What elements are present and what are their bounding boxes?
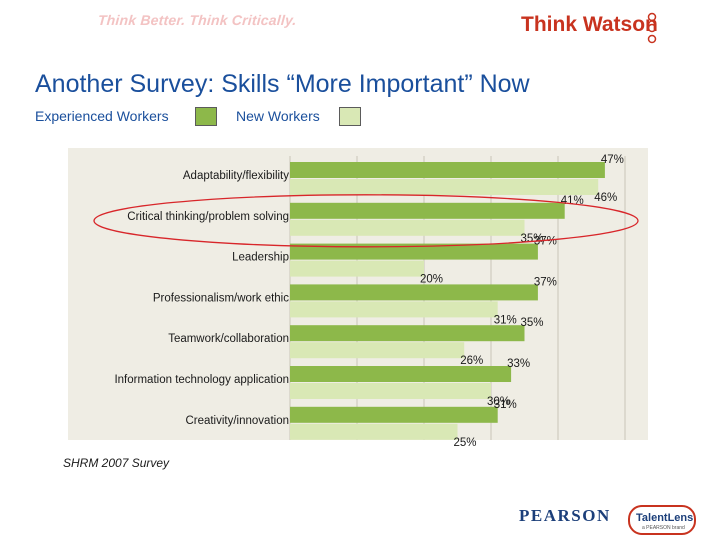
header-band: Think Better. Think Critically. Think Wa… bbox=[0, 0, 728, 62]
value-label-new: 31% bbox=[494, 314, 517, 326]
bar-experienced bbox=[290, 162, 605, 178]
legend-label-experienced: Experienced Workers bbox=[35, 108, 169, 124]
bar-new bbox=[290, 179, 599, 195]
brand-mark-icon bbox=[647, 12, 657, 44]
bar-experienced bbox=[290, 366, 512, 382]
legend-swatch-new bbox=[339, 107, 361, 126]
value-label-new: 26% bbox=[460, 355, 483, 367]
bar-experienced bbox=[290, 284, 538, 301]
value-label-new: 25% bbox=[454, 437, 477, 449]
bar-experienced bbox=[290, 202, 565, 219]
bar-new bbox=[290, 423, 458, 440]
value-label-experienced: 31% bbox=[494, 399, 517, 411]
value-label-new: 30% bbox=[487, 396, 510, 408]
bar-new bbox=[290, 342, 465, 359]
bar-experienced bbox=[290, 406, 498, 423]
source-note: SHRM 2007 Survey bbox=[63, 456, 170, 470]
value-label-experienced: 35% bbox=[521, 317, 544, 329]
bar-new bbox=[290, 260, 424, 277]
category-label: Critical thinking/problem solving bbox=[127, 211, 289, 223]
legend-label-new: New Workers bbox=[236, 108, 320, 124]
slide-title: Another Survey: Skills “More Important” … bbox=[35, 70, 530, 98]
bar-new bbox=[290, 219, 525, 236]
bar-new bbox=[290, 383, 491, 399]
category-label: Information technology application bbox=[114, 374, 289, 386]
talentlens-name: TalentLens bbox=[636, 512, 694, 524]
legend-swatch-experienced bbox=[195, 107, 217, 126]
category-label: Teamwork/collaboration bbox=[168, 333, 289, 345]
talentlens-ring-icon bbox=[628, 505, 696, 535]
talentlens-logo: TalentLens a PEARSON brand bbox=[628, 505, 698, 537]
value-label-new: 20% bbox=[420, 274, 443, 286]
category-label: Professionalism/work ethic bbox=[153, 292, 289, 304]
pearson-logo: PEARSON bbox=[519, 506, 611, 525]
value-label-experienced: 47% bbox=[601, 154, 624, 166]
bar-experienced bbox=[290, 243, 538, 260]
category-label: Leadership bbox=[232, 252, 289, 264]
talentlens-subtitle: a PEARSON brand bbox=[642, 525, 685, 531]
value-label-new: 46% bbox=[594, 192, 617, 204]
category-label: Creativity/innovation bbox=[185, 415, 289, 427]
value-label-experienced: 37% bbox=[534, 276, 557, 288]
highlight-ellipse bbox=[93, 194, 639, 248]
bar-experienced bbox=[290, 325, 525, 342]
bar-new bbox=[290, 301, 498, 318]
value-label-experienced: 37% bbox=[534, 236, 557, 248]
category-label: Adaptability/flexibility bbox=[183, 170, 289, 182]
value-label-experienced: 33% bbox=[507, 358, 530, 370]
brand-logo-text: Think Watson bbox=[521, 13, 658, 36]
